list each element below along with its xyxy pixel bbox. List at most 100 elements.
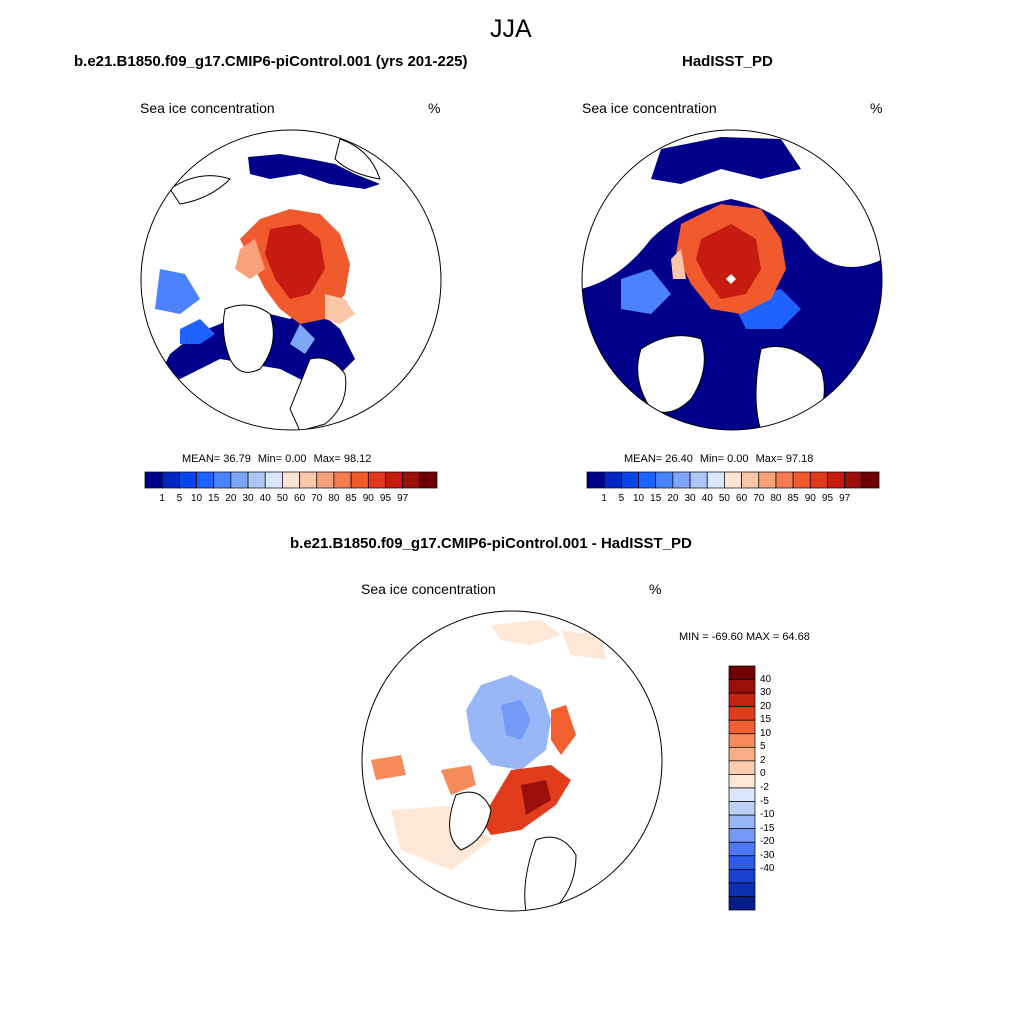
- colorbar-swatch: [333, 471, 352, 489]
- colorbar-tick-label: -20: [760, 836, 775, 848]
- model-units-label: %: [428, 100, 441, 116]
- colorbar-swatch: [728, 733, 756, 748]
- colorbar-tick-label: 95: [821, 493, 834, 504]
- colorbar-swatch: [161, 471, 180, 489]
- colorbar-tick-label: -10: [760, 809, 775, 821]
- colorbar-swatch: [728, 665, 756, 680]
- colorbar-swatch: [247, 471, 266, 489]
- model-stats: MEAN= 36.79 Min= 0.00 Max= 98.12: [182, 453, 371, 465]
- colorbar-tick-label: 2: [760, 754, 766, 766]
- figure-title: JJA: [490, 15, 532, 43]
- colorbar-tick-label: 70: [753, 493, 765, 504]
- colorbar-tick-label: -30: [760, 849, 775, 861]
- obs-stats: MEAN= 26.40 Min= 0.00 Max= 97.18: [624, 453, 813, 465]
- model-variable-label: Sea ice concentration: [140, 100, 275, 116]
- colorbar-tick-label: 97: [397, 493, 409, 504]
- colorbar-tick-label: 95: [379, 493, 392, 504]
- colorbar-swatch: [402, 471, 421, 489]
- colorbar-swatch: [213, 471, 232, 489]
- model-colorbar: [144, 471, 438, 489]
- colorbar-swatch: [728, 828, 756, 843]
- obs-units-label: %: [870, 100, 883, 116]
- colorbar-tick-label: -2: [760, 782, 769, 793]
- colorbar-tick-label: 15: [208, 493, 220, 504]
- colorbar-tick-label: 1: [601, 493, 607, 504]
- colorbar-tick-label: 1: [159, 493, 165, 504]
- model-panel-title: b.e21.B1850.f09_g17.CMIP6-piControl.001 …: [74, 53, 468, 70]
- colorbar-tick-label: 5: [176, 493, 183, 504]
- model-mean-value: 36.79: [223, 453, 251, 465]
- colorbar-swatch: [728, 814, 756, 830]
- colorbar-tick-label: 97: [839, 493, 851, 504]
- colorbar-swatch: [728, 679, 756, 694]
- colorbar-tick-label: 20: [760, 700, 772, 712]
- colorbar-swatch: [706, 471, 725, 489]
- colorbar-swatch: [741, 471, 760, 489]
- diff-units-label: %: [649, 581, 662, 597]
- diff-minmax: MIN = -69.60 MAX = 64.68: [679, 631, 810, 643]
- colorbar-tick-label: 10: [632, 493, 645, 504]
- colorbar-swatch: [385, 471, 403, 489]
- obs-max-label: Max=: [755, 453, 783, 465]
- colorbar-swatch: [861, 471, 880, 489]
- colorbar-swatch: [672, 471, 691, 489]
- colorbar-swatch: [758, 471, 777, 489]
- obs-colorbar: [586, 471, 880, 489]
- colorbar-swatch: [728, 896, 756, 911]
- colorbar-swatch: [728, 760, 756, 775]
- colorbar-swatch: [179, 471, 197, 489]
- model-max-value: 98.12: [343, 453, 372, 465]
- colorbar-swatch: [728, 746, 756, 762]
- diff-variable-label: Sea ice concentration: [361, 581, 496, 597]
- colorbar-tick-label: 90: [804, 493, 816, 504]
- colorbar-tick-label: 50: [718, 493, 730, 504]
- model-pacific-ice-edge: [248, 154, 380, 189]
- colorbar-tick-label: 40: [701, 493, 713, 504]
- colorbar-swatch: [196, 471, 215, 489]
- colorbar-tick-label: 40: [259, 493, 271, 504]
- colorbar-tick-label: 20: [225, 493, 237, 504]
- obs-min-value: 0.00: [727, 453, 749, 465]
- colorbar-swatch: [586, 471, 605, 489]
- colorbar-tick-label: -15: [760, 822, 775, 834]
- colorbar-tick-label: 20: [667, 493, 679, 504]
- colorbar-swatch: [724, 471, 742, 489]
- colorbar-swatch: [603, 471, 622, 489]
- model-min-value: 0.00: [285, 453, 307, 465]
- colorbar-swatch: [230, 471, 249, 489]
- obs-panel-title: HadISST_PD: [682, 53, 773, 70]
- colorbar-tick-label: 5: [760, 741, 766, 753]
- model-min-label: Min=: [257, 453, 283, 465]
- colorbar-tick-label: 15: [760, 714, 772, 726]
- colorbar-swatch: [827, 471, 845, 489]
- colorbar-swatch: [728, 801, 756, 816]
- colorbar-swatch: [728, 882, 756, 897]
- colorbar-tick-label: 5: [618, 493, 625, 504]
- colorbar-swatch: [844, 471, 863, 489]
- colorbar-swatch: [728, 841, 756, 857]
- colorbar-tick-label: 30: [242, 493, 254, 504]
- colorbar-tick-label: 30: [760, 687, 772, 699]
- model-polar-map: [140, 129, 442, 431]
- colorbar-tick-label: 85: [787, 493, 799, 504]
- colorbar-tick-label: 10: [190, 493, 203, 504]
- colorbar-tick-label: -5: [760, 795, 769, 807]
- colorbar-swatch: [655, 471, 674, 489]
- diff-polar-map: [361, 610, 663, 912]
- obs-polar-map: [581, 129, 883, 431]
- colorbar-tick-label: 60: [736, 493, 748, 504]
- diff-panel-title: b.e21.B1850.f09_g17.CMIP6-piControl.001 …: [290, 535, 692, 552]
- colorbar-tick-label: 0: [760, 768, 766, 780]
- colorbar-swatch: [419, 471, 438, 489]
- obs-variable-label: Sea ice concentration: [582, 100, 717, 116]
- colorbar-swatch: [638, 471, 657, 489]
- diff-colorbar: [728, 665, 756, 911]
- colorbar-tick-label: 50: [276, 493, 288, 504]
- colorbar-swatch: [689, 471, 708, 489]
- colorbar-swatch: [299, 471, 318, 489]
- colorbar-tick-label: 40: [760, 673, 772, 685]
- model-mean-label: MEAN=: [182, 453, 221, 465]
- colorbar-swatch: [350, 471, 369, 489]
- colorbar-swatch: [144, 471, 163, 489]
- obs-mean-label: MEAN=: [624, 453, 663, 465]
